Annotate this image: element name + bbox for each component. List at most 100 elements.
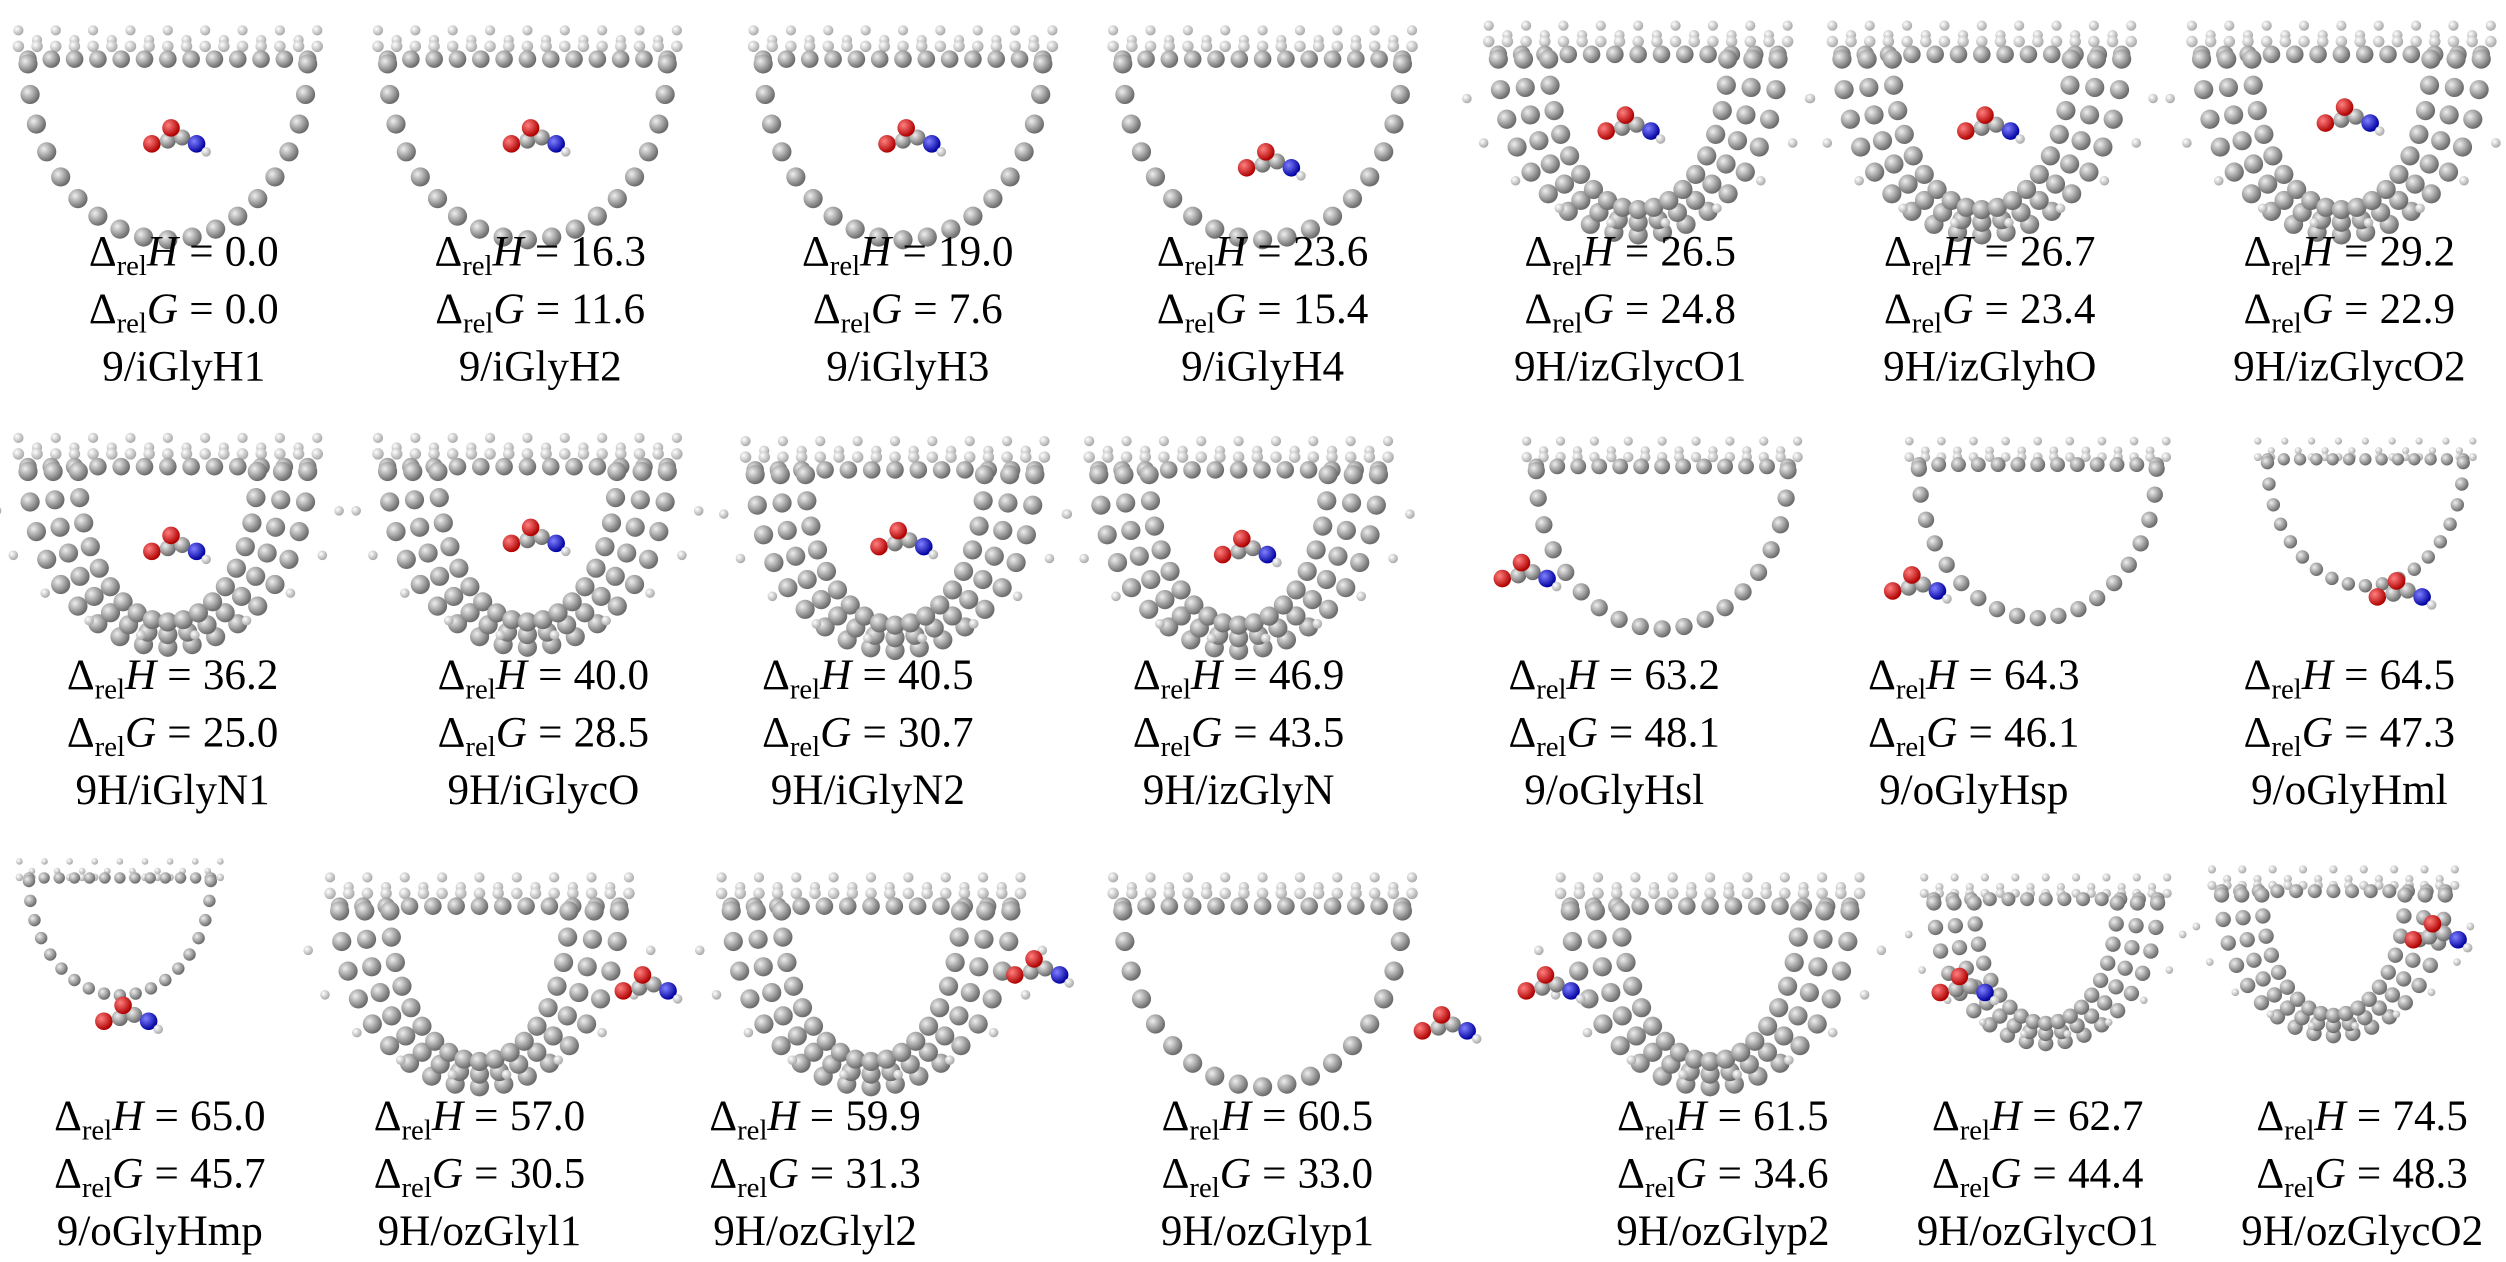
quantity: H [431, 1093, 466, 1140]
atom [1790, 1036, 1809, 1055]
atom [206, 50, 224, 68]
atom [589, 458, 607, 476]
structure-label: 9H/ozGlycO1 [1917, 1208, 2159, 1255]
atom [1732, 1070, 1742, 1080]
atom [1183, 25, 1193, 35]
atom [2445, 78, 2464, 97]
atom [766, 41, 778, 53]
delta: Δ [89, 286, 117, 333]
atom [786, 25, 796, 35]
atom [1612, 928, 1631, 947]
structure-label: 9H/ozGlyl1 [378, 1208, 582, 1255]
atom [772, 1036, 791, 1055]
energy-label: ΔrelG=47.3 [2244, 709, 2455, 763]
molecule [1518, 872, 1887, 1096]
value: 33.0 [1298, 1150, 1374, 1197]
atom [2360, 865, 2368, 873]
atom [276, 50, 294, 68]
equals: = [2344, 652, 2368, 699]
atom [1632, 618, 1649, 635]
energy-label: ΔrelH=64.5 [2244, 652, 2455, 706]
energy-label: ΔrelH=16.3 [434, 228, 645, 282]
atom [205, 875, 217, 887]
atom [2364, 884, 2378, 898]
atom [2442, 438, 2449, 445]
value: 23.6 [1293, 228, 1369, 275]
atom [199, 448, 211, 460]
atom [324, 888, 336, 900]
atom [754, 54, 773, 73]
atom [2333, 46, 2351, 64]
atom [1718, 184, 1737, 203]
subscript: rel [2271, 673, 2301, 705]
atom [2042, 873, 2050, 881]
atom [1347, 897, 1365, 915]
atom [68, 974, 80, 986]
atom [2274, 518, 2287, 531]
atom [1633, 20, 1643, 30]
atom [503, 535, 521, 553]
quantity: G [2315, 1150, 2346, 1197]
atom [1079, 554, 1089, 564]
atom [444, 587, 463, 606]
atom [634, 25, 644, 35]
atom [903, 888, 915, 900]
atom [89, 458, 107, 476]
atom [965, 436, 975, 446]
subscript: rel [465, 673, 495, 705]
atom [1370, 50, 1388, 68]
energy-label: ΔrelH=64.3 [1868, 652, 2079, 706]
atom [31, 448, 43, 460]
delta: Δ [813, 286, 841, 333]
subscript: rel [117, 250, 147, 282]
atom [1013, 592, 1023, 602]
atom [1815, 901, 1834, 920]
subscript: rel [1912, 250, 1942, 282]
atom [601, 962, 620, 981]
atom [275, 433, 285, 443]
atom [1865, 163, 1884, 182]
atom [2422, 550, 2435, 563]
atom [1025, 465, 1044, 484]
atom [863, 633, 873, 643]
equals: = [538, 652, 562, 699]
atom [2254, 887, 2269, 902]
atom [1126, 888, 1138, 900]
atom [554, 953, 573, 972]
atom [2030, 165, 2049, 184]
atom [1484, 20, 1494, 30]
atom [428, 189, 447, 208]
atom [1132, 142, 1151, 161]
atom [959, 590, 978, 609]
atom [248, 189, 267, 208]
atom [192, 932, 204, 944]
atom [791, 872, 801, 882]
delta: Δ [54, 1150, 82, 1197]
atom [2162, 437, 2171, 446]
atom [649, 114, 668, 133]
atom [1230, 50, 1248, 68]
atom [2079, 163, 2098, 182]
subscript: rel [1536, 673, 1566, 705]
structure-label: 9/iGlyH2 [459, 343, 622, 390]
atom [1977, 20, 1987, 30]
atom [893, 1070, 903, 1080]
atom [2424, 453, 2436, 465]
atom [933, 461, 951, 479]
atom [2491, 138, 2501, 148]
subscript: rel [1645, 1172, 1675, 1204]
atom [626, 518, 645, 537]
atom [311, 41, 323, 53]
atom [449, 50, 467, 68]
atom [447, 41, 459, 53]
atom [1393, 901, 1412, 920]
atom [2388, 572, 2406, 590]
atom [325, 872, 335, 882]
atom [1039, 451, 1051, 463]
atom [1937, 437, 1946, 446]
atom [772, 142, 791, 161]
delta: Δ [1524, 228, 1552, 275]
atom [1742, 872, 1752, 882]
atom [2194, 80, 2213, 99]
atom [2486, 20, 2496, 30]
